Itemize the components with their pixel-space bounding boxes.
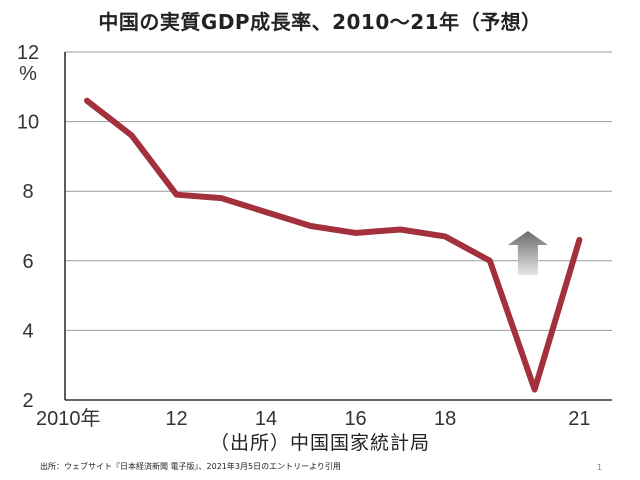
x-tick-label: 12 (165, 408, 187, 430)
y-tick-label: 8 (22, 181, 33, 203)
gdp-chart: 2 4 6 8 10 12% 2010年 12 14 16 18 21 (17, 42, 612, 430)
x-tick-label: 2010年 (36, 407, 101, 430)
y-tick-labels: 2 4 6 8 10 12% (17, 42, 39, 412)
axes (64, 52, 612, 401)
series (84, 97, 583, 393)
chart-title: 中国の実質GDP成長率、2010〜21年（予想） (98, 10, 542, 34)
grid-lines (65, 51, 612, 331)
x-tick-label: 21 (568, 408, 590, 430)
y-tick-label: 4 (22, 320, 33, 342)
footnote: 出所：ウェブサイト『日本経済新聞 電子版』、2021年3月5日のエントリーより引… (40, 462, 341, 471)
data-point (577, 237, 582, 243)
y-unit-label: % (19, 63, 37, 85)
data-point (84, 98, 90, 103)
y-tick-label: 6 (22, 251, 33, 273)
up-arrow-icon (507, 231, 548, 275)
data-point (532, 387, 537, 392)
data-point (398, 227, 403, 232)
data-point (263, 209, 269, 215)
data-point (129, 133, 134, 138)
gdp-growth-line (84, 97, 583, 393)
data-point (174, 192, 179, 197)
x-tick-label: 14 (255, 408, 277, 430)
data-point (353, 230, 358, 236)
data-point (442, 234, 448, 239)
source-label: （出所）中国国家統計局 (209, 432, 430, 454)
data-point (219, 195, 224, 201)
x-tick-label: 16 (344, 408, 366, 430)
x-tick-label: 18 (434, 408, 456, 430)
x-tick-labels: 2010年 12 14 16 18 21 (36, 407, 591, 430)
page-number: 1 (597, 463, 603, 472)
y-tick-label: 2 (22, 390, 33, 412)
data-point (487, 258, 493, 263)
data-point (308, 223, 314, 229)
annotations (507, 231, 548, 275)
y-tick-label: 10 (17, 112, 39, 134)
y-tick-label: 12 (17, 42, 39, 64)
